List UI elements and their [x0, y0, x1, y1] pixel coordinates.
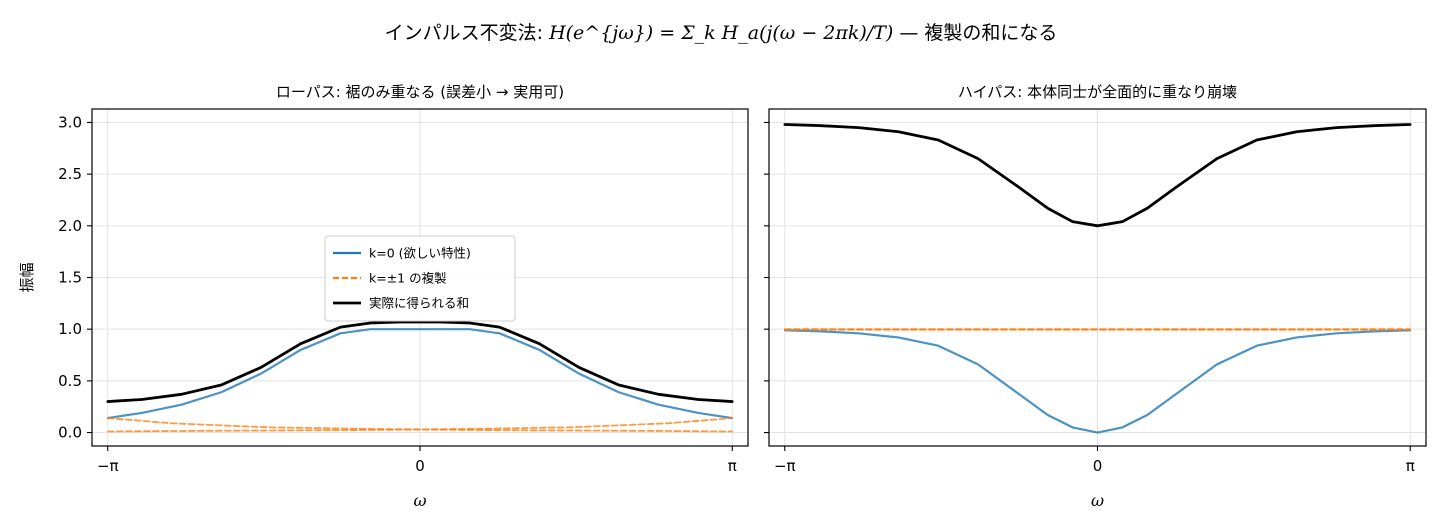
series-line-0 — [106, 328, 734, 420]
y-axis-label: 振幅 — [18, 262, 36, 292]
x-tick-label: 0 — [415, 457, 425, 475]
legend-box — [324, 235, 516, 322]
x-tick-label: π — [1406, 457, 1415, 475]
legend-entry-label: 実際に得られる和 — [369, 296, 469, 311]
legend-entry-label: k=±1 の複製 — [369, 271, 447, 286]
axes-title: ハイパス: 本体同士が全面的に重なり崩壊 — [958, 83, 1237, 101]
legend-entry-label: k=0 (欲しい特性) — [369, 246, 471, 261]
x-axis-label: ω — [1091, 491, 1104, 510]
axes-title: ローパス: 裾のみ重なる (誤差小 → 実用可) — [276, 83, 564, 101]
suptitle-prefix: インパルス不変法: — [385, 22, 549, 44]
series-line-3 — [106, 320, 734, 403]
suptitle-suffix: — 複製の和になる — [893, 22, 1057, 44]
y-tick-label: 1.0 — [58, 320, 82, 338]
y-tick-label: 0.0 — [58, 424, 82, 442]
y-tick-label: 0.5 — [58, 372, 82, 390]
x-tick-label: π — [728, 457, 737, 475]
x-tick-label: −π — [97, 457, 119, 475]
x-axis-label: ω — [413, 491, 426, 510]
series-line-0 — [783, 329, 1412, 434]
y-tick-label: 2.0 — [58, 217, 82, 235]
x-tick-label: 0 — [1093, 457, 1103, 475]
x-tick-label: −π — [774, 457, 796, 475]
y-tick-label: 3.0 — [58, 113, 82, 131]
lowpass-panel: −π 0 π 0.0 0.5 1.0 1.5 2.0 2.5 3.0 ローパス: 裾のみ重なる (誤… — [18, 83, 749, 510]
series-line-2 — [107, 417, 733, 433]
series-line-3 — [783, 123, 1412, 228]
highpass-panel: −π 0 π ハイパス: 本体同士が全面的に重なり崩壊 ω — [764, 83, 1427, 510]
suptitle-formula: H(e^{jω}) = Σ_k H_a(j(ω − 2πk)/T) — [548, 22, 893, 44]
y-tick-label: 2.5 — [58, 165, 82, 183]
figure-suptitle: インパルス不変法: H(e^{jω}) = Σ_k H_a(j(ω − 2πk)… — [385, 22, 1058, 44]
y-tick-label: 1.5 — [58, 269, 82, 287]
